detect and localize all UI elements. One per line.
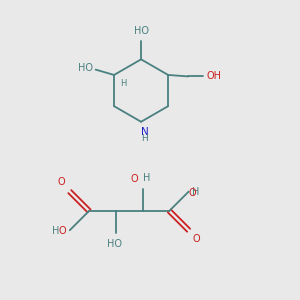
Text: O: O	[130, 175, 138, 184]
Text: HO: HO	[134, 26, 148, 36]
Text: H: H	[52, 226, 59, 236]
Text: H: H	[120, 80, 126, 88]
Text: O: O	[193, 234, 200, 244]
Text: HO: HO	[78, 63, 93, 74]
Text: N: N	[141, 127, 148, 137]
Text: OH: OH	[206, 71, 221, 81]
Text: H: H	[143, 173, 151, 183]
Text: O: O	[189, 188, 196, 198]
Text: HO: HO	[107, 238, 122, 249]
Text: O: O	[58, 226, 66, 236]
Text: H: H	[192, 187, 200, 197]
Text: H: H	[141, 134, 148, 143]
Text: O: O	[58, 177, 66, 188]
